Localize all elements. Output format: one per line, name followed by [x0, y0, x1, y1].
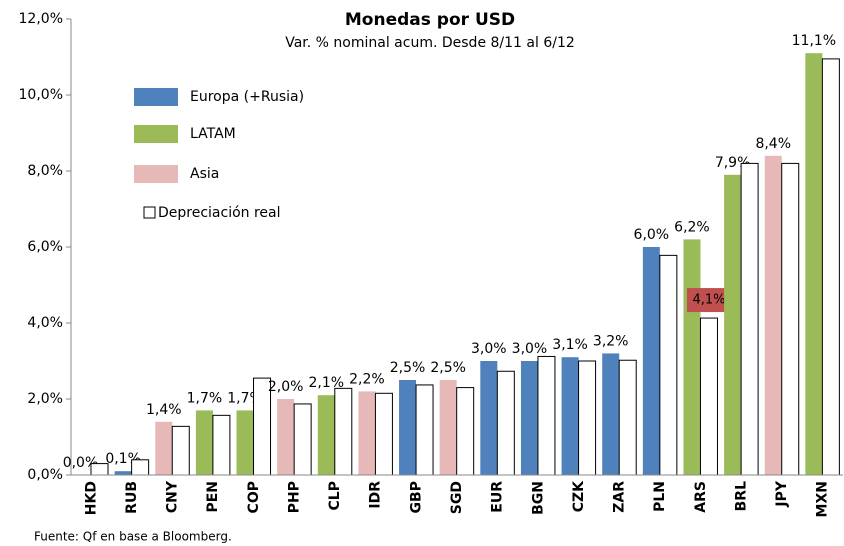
real-bar	[578, 360, 597, 476]
bar	[520, 361, 538, 475]
x-tick-label: PHP	[286, 481, 302, 513]
legend-label: Asia	[190, 166, 219, 182]
bar	[642, 247, 660, 475]
x-tick-label: MXN	[815, 481, 831, 517]
x-tick-label: COP	[246, 481, 262, 513]
bar	[561, 357, 579, 475]
real-bar	[781, 162, 800, 476]
bar	[236, 410, 254, 475]
value-label: 11,1%	[792, 33, 836, 49]
x-tick-label: ZAR	[612, 481, 628, 513]
bar	[155, 421, 173, 475]
real-bar	[456, 387, 475, 476]
real-bar	[821, 58, 840, 476]
legend-swatch	[134, 88, 178, 106]
real-bar	[293, 403, 312, 476]
value-label: 2,1%	[309, 375, 345, 391]
value-label: 8,4%	[755, 136, 791, 152]
label-box	[686, 288, 731, 313]
x-tick-label: PLN	[652, 481, 668, 512]
value-label: 6,0%	[634, 227, 670, 243]
x-tick-label: EUR	[490, 481, 506, 513]
bar	[602, 353, 620, 475]
value-label: 3,0%	[512, 341, 548, 357]
x-tick-label: CLP	[327, 481, 343, 510]
chart-title: Monedas por USD	[345, 10, 515, 30]
value-label: 4,1%	[692, 293, 725, 308]
bar	[764, 155, 782, 476]
x-tick-label: CZK	[571, 480, 587, 512]
bar	[399, 380, 417, 475]
value-label: 3,1%	[552, 337, 588, 353]
value-label: 2,5%	[430, 360, 466, 376]
x-tick-label: HKD	[83, 481, 99, 515]
x-tick-label: GBP	[408, 481, 424, 513]
bar	[439, 380, 457, 475]
bar	[195, 410, 213, 475]
bar	[358, 391, 376, 475]
bar	[277, 399, 295, 475]
y-tick-label: 0,0%	[27, 467, 63, 483]
real-bar	[171, 425, 190, 476]
legend-label: Depreciación real	[158, 205, 281, 221]
y-tick-label: 6,0%	[27, 239, 63, 255]
real-bar	[618, 359, 637, 476]
bar	[805, 53, 823, 475]
real-bar	[212, 414, 231, 476]
source-note: Fuente: Qf en base a Bloomberg.	[34, 530, 232, 544]
real-bar	[659, 254, 678, 476]
x-tick-label: SGD	[449, 481, 465, 514]
legend-label: LATAM	[190, 126, 236, 142]
y-tick-label: 4,0%	[27, 315, 63, 331]
real-bar	[334, 387, 353, 476]
legend-label: Europa (+Rusia)	[190, 89, 304, 105]
value-label: 6,2%	[674, 219, 710, 235]
x-tick-label: RUB	[124, 481, 140, 514]
value-label: 0,0%	[63, 455, 99, 471]
y-tick-label: 2,0%	[27, 391, 63, 407]
value-label: 3,0%	[471, 341, 507, 357]
real-bar	[415, 384, 434, 476]
y-tick-label: 10,0%	[19, 87, 63, 103]
real-bar	[740, 162, 759, 476]
bar	[114, 471, 132, 475]
x-tick-label: CNY	[165, 480, 181, 513]
real-bar	[496, 370, 515, 476]
bar	[683, 239, 701, 475]
real-bar	[131, 459, 150, 476]
legend-swatch	[143, 206, 156, 219]
x-tick-label: IDR	[368, 481, 384, 509]
bar	[317, 395, 335, 475]
value-label: 2,5%	[390, 360, 426, 376]
x-tick-label: ARS	[693, 481, 709, 513]
real-bar	[699, 317, 718, 476]
real-bar	[537, 355, 556, 476]
real-bar	[374, 392, 393, 476]
y-tick-label: 12,0%	[19, 11, 63, 27]
value-label: 3,2%	[593, 333, 629, 349]
bar	[480, 361, 498, 475]
bar	[724, 174, 742, 476]
chart-subtitle: Var. % nominal acum. Desde 8/11 al 6/12	[285, 35, 575, 51]
x-tick-label: PEN	[205, 481, 221, 513]
value-label: 2,2%	[349, 371, 385, 387]
x-tick-label: BRL	[733, 481, 749, 511]
x-tick-label: JPY	[774, 480, 790, 507]
legend-swatch	[134, 165, 178, 183]
value-label: 1,7%	[187, 390, 223, 406]
legend-swatch	[134, 125, 178, 143]
y-tick-label: 8,0%	[27, 163, 63, 179]
value-label: 2,0%	[268, 379, 304, 395]
value-label: 1,4%	[146, 402, 182, 418]
x-tick-label: BGN	[530, 481, 546, 515]
